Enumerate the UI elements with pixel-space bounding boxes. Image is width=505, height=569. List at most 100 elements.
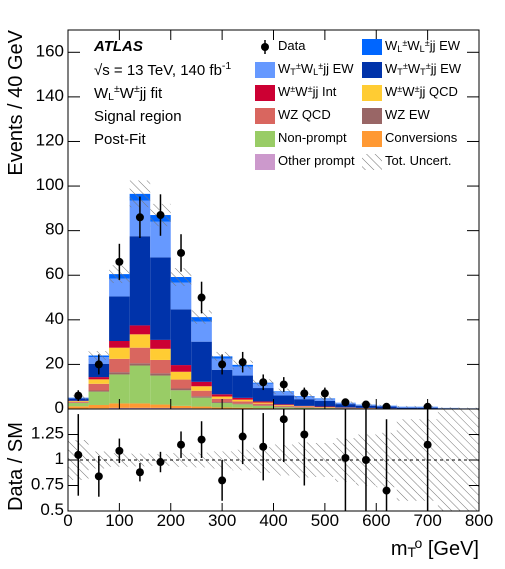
annotation: WL±W±jj fit xyxy=(94,83,163,102)
data-point xyxy=(115,257,124,266)
stack-bar xyxy=(170,379,192,389)
stack-bar xyxy=(88,391,110,405)
stack-bar xyxy=(273,395,295,405)
stack-bar xyxy=(211,369,233,395)
ratio-y-tick-label: 0.5 xyxy=(40,500,64,519)
ratio-point xyxy=(94,472,103,481)
uncertainty-band xyxy=(437,407,459,409)
stack-bar xyxy=(129,325,151,335)
ratio-uncertainty-band xyxy=(129,453,151,467)
ratio-point xyxy=(238,432,247,441)
ratio-point xyxy=(300,430,309,439)
legend-swatch xyxy=(255,131,275,147)
stack-bar xyxy=(396,407,418,409)
ratio-uncertainty-band xyxy=(170,453,192,467)
stack-bar xyxy=(150,359,171,374)
x-tick-label: 400 xyxy=(259,511,287,530)
legend-label: WL±WL±jj EW xyxy=(385,38,461,54)
uncertainty-band xyxy=(170,268,192,286)
ratio-point xyxy=(279,415,288,424)
ratio-y-tick-label: 1.25 xyxy=(31,424,64,443)
ratio-point xyxy=(259,442,268,451)
legend-swatch xyxy=(362,62,382,78)
y-tick-label: 0 xyxy=(55,398,64,417)
stack-bar xyxy=(150,221,171,258)
x-tick-label: 0 xyxy=(63,511,72,530)
stack-bar xyxy=(88,377,110,380)
data-point xyxy=(135,213,144,222)
stack-bar xyxy=(252,405,274,409)
legend-swatch xyxy=(255,85,275,101)
annotation: Signal region xyxy=(94,108,182,125)
legend-label: WZ QCD xyxy=(278,107,331,122)
y-tick-label: 140 xyxy=(36,86,64,105)
legend-label: Tot. Uncert. xyxy=(385,153,451,168)
stack-bar xyxy=(68,401,89,403)
stack-bar xyxy=(109,372,130,375)
legend-label: WT±WL±jj EW xyxy=(278,61,354,77)
x-tick-label: 200 xyxy=(157,511,185,530)
ratio-point xyxy=(382,486,391,495)
x-tick-label: 600 xyxy=(362,511,390,530)
data-point xyxy=(259,378,268,387)
legend-swatch xyxy=(362,85,382,101)
y-tick-label: 20 xyxy=(45,354,64,373)
stack-bar xyxy=(150,375,171,405)
ratio-uncertainty-band xyxy=(396,419,418,501)
stack-bar xyxy=(170,309,192,366)
data-point xyxy=(94,360,103,369)
stack-bar xyxy=(129,403,151,408)
stack-bar xyxy=(211,396,233,399)
stack-bar xyxy=(273,405,295,407)
stack-bar xyxy=(294,406,315,408)
y-tick-label: 160 xyxy=(36,42,64,61)
ratio-point xyxy=(74,450,83,459)
data-point xyxy=(156,211,165,220)
stack-bar xyxy=(252,408,274,409)
stack-bar xyxy=(170,405,192,409)
ratio-y-tick-label: 1 xyxy=(55,449,64,468)
uncertainty-band xyxy=(396,405,418,408)
data-point xyxy=(320,389,329,398)
stack-bar xyxy=(129,334,151,348)
stack-bar xyxy=(170,282,192,310)
ratio-point xyxy=(177,440,186,449)
stack-bar xyxy=(88,379,110,384)
stack-bar xyxy=(252,401,274,403)
stack-bar xyxy=(68,402,89,407)
data-point xyxy=(74,391,83,400)
legend-swatch xyxy=(362,108,382,124)
data-point xyxy=(382,402,391,409)
data-point xyxy=(341,398,350,407)
uncertainty-band xyxy=(458,407,479,409)
stack-bar xyxy=(191,381,212,387)
stack-bar xyxy=(109,296,130,342)
stack-bar xyxy=(232,401,253,404)
data-point xyxy=(197,293,206,302)
y-tick-label: 120 xyxy=(36,131,64,150)
stack-bar xyxy=(109,358,130,373)
uncertainty-band xyxy=(191,310,212,324)
annotation: √s = 13 TeV, 140 fb-1 xyxy=(94,60,231,79)
legend-swatch xyxy=(362,39,382,55)
x-tick-label: 700 xyxy=(413,511,441,530)
ratio-y-tick-label: 0.75 xyxy=(31,475,64,494)
stack-bar xyxy=(294,399,315,406)
stack-bar xyxy=(150,373,171,376)
y-tick-label: 80 xyxy=(45,220,64,239)
legend-swatch xyxy=(255,62,275,78)
stack-bar xyxy=(129,407,151,409)
stack-bar xyxy=(150,257,171,340)
legend-label: Conversions xyxy=(385,130,458,145)
legend-label: W±W±jj QCD xyxy=(385,84,458,100)
y-axis-label: Events / 40 GeV xyxy=(5,29,27,175)
stack-bar xyxy=(191,390,212,397)
stack-bar xyxy=(232,399,253,402)
stack-bar xyxy=(109,374,130,404)
stack-bar xyxy=(191,396,212,398)
stack-bar xyxy=(191,386,212,391)
stack-bar xyxy=(191,321,212,342)
data-point xyxy=(361,400,370,409)
stack-bar xyxy=(211,394,233,397)
stack-bar xyxy=(88,390,110,392)
